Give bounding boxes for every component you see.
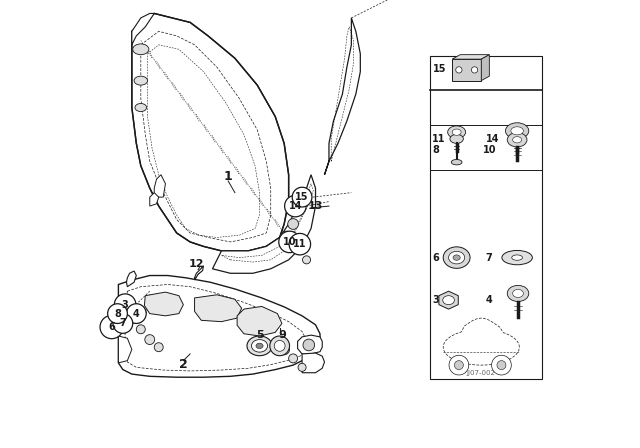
Ellipse shape xyxy=(256,343,263,349)
Ellipse shape xyxy=(134,76,148,85)
Polygon shape xyxy=(150,193,159,206)
Polygon shape xyxy=(154,175,165,197)
Circle shape xyxy=(454,361,463,370)
Circle shape xyxy=(497,361,506,370)
Polygon shape xyxy=(452,55,490,59)
Circle shape xyxy=(136,325,145,334)
Polygon shape xyxy=(212,175,316,273)
Polygon shape xyxy=(439,291,458,309)
Ellipse shape xyxy=(448,126,466,138)
Ellipse shape xyxy=(443,247,470,268)
Text: 9: 9 xyxy=(278,330,286,340)
Circle shape xyxy=(492,355,511,375)
Polygon shape xyxy=(195,266,204,279)
Polygon shape xyxy=(127,271,136,287)
Text: 15: 15 xyxy=(295,192,309,202)
Polygon shape xyxy=(118,276,320,377)
Circle shape xyxy=(280,231,292,244)
Circle shape xyxy=(100,315,124,339)
Ellipse shape xyxy=(506,123,529,139)
Polygon shape xyxy=(324,18,360,175)
Polygon shape xyxy=(237,306,282,336)
Text: 10: 10 xyxy=(483,145,496,155)
Text: 11: 11 xyxy=(293,239,307,249)
Text: 7: 7 xyxy=(120,319,126,328)
Text: 10: 10 xyxy=(283,237,296,247)
Text: 4: 4 xyxy=(486,295,493,305)
Circle shape xyxy=(145,335,155,345)
Text: 3: 3 xyxy=(122,300,129,310)
Ellipse shape xyxy=(453,255,460,260)
Ellipse shape xyxy=(270,336,289,356)
Circle shape xyxy=(303,339,315,351)
Ellipse shape xyxy=(449,251,465,264)
Ellipse shape xyxy=(511,127,524,135)
Circle shape xyxy=(449,355,468,375)
Circle shape xyxy=(289,233,310,255)
Ellipse shape xyxy=(247,336,272,356)
Text: 14: 14 xyxy=(289,201,302,211)
Ellipse shape xyxy=(132,44,149,55)
Ellipse shape xyxy=(508,133,527,147)
Polygon shape xyxy=(195,267,203,280)
Circle shape xyxy=(279,344,289,355)
FancyBboxPatch shape xyxy=(452,59,481,81)
Text: JJ07-002: JJ07-002 xyxy=(467,370,496,376)
Text: 6: 6 xyxy=(108,322,115,332)
Circle shape xyxy=(298,242,307,251)
Ellipse shape xyxy=(275,340,285,351)
Polygon shape xyxy=(195,295,242,322)
Text: 8: 8 xyxy=(432,145,439,155)
Circle shape xyxy=(456,67,462,73)
Circle shape xyxy=(288,219,298,229)
Circle shape xyxy=(113,314,132,333)
Text: 7: 7 xyxy=(486,253,493,263)
Text: 2: 2 xyxy=(179,358,188,371)
Circle shape xyxy=(298,363,306,371)
Circle shape xyxy=(127,304,146,323)
Ellipse shape xyxy=(513,137,522,143)
Text: 4: 4 xyxy=(133,309,140,319)
Circle shape xyxy=(285,195,306,217)
Circle shape xyxy=(115,294,136,315)
Ellipse shape xyxy=(512,255,522,260)
Circle shape xyxy=(292,187,312,207)
Ellipse shape xyxy=(452,129,461,135)
Text: 15: 15 xyxy=(433,65,447,74)
Circle shape xyxy=(131,313,141,323)
Polygon shape xyxy=(481,55,490,81)
Polygon shape xyxy=(132,13,289,251)
Ellipse shape xyxy=(508,285,529,302)
Text: 14: 14 xyxy=(486,134,499,144)
Ellipse shape xyxy=(443,296,454,305)
Text: 3: 3 xyxy=(432,295,439,305)
Circle shape xyxy=(289,354,298,363)
Text: 11: 11 xyxy=(432,134,445,144)
Ellipse shape xyxy=(502,250,532,265)
Ellipse shape xyxy=(451,159,462,165)
Ellipse shape xyxy=(450,134,463,143)
Circle shape xyxy=(472,67,477,73)
Polygon shape xyxy=(145,292,184,316)
Circle shape xyxy=(108,304,127,323)
Text: 6: 6 xyxy=(432,253,439,263)
Circle shape xyxy=(288,241,298,252)
Circle shape xyxy=(303,256,310,264)
Text: 1: 1 xyxy=(224,170,232,184)
Ellipse shape xyxy=(513,289,524,297)
Bar xyxy=(430,56,541,379)
Text: 5: 5 xyxy=(256,330,263,340)
Ellipse shape xyxy=(135,103,147,112)
Circle shape xyxy=(154,343,163,352)
Polygon shape xyxy=(118,336,132,363)
Circle shape xyxy=(279,231,300,253)
Text: 8: 8 xyxy=(114,309,121,319)
Polygon shape xyxy=(298,335,323,354)
Polygon shape xyxy=(302,353,324,373)
Text: 13: 13 xyxy=(308,201,323,211)
Ellipse shape xyxy=(252,340,268,352)
Polygon shape xyxy=(132,13,154,45)
Text: 12: 12 xyxy=(189,259,205,269)
